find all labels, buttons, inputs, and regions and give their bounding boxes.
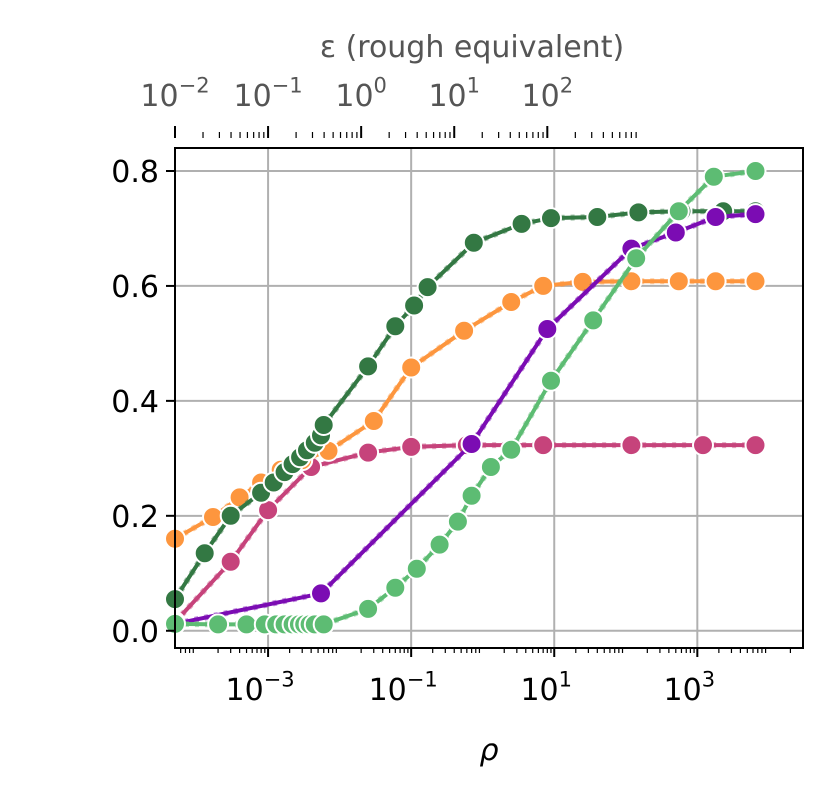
- y-tick-label: 0.4: [111, 385, 159, 420]
- data-point: [571, 270, 594, 293]
- top-tick-label: 10−1: [233, 74, 302, 115]
- data-point: [704, 270, 727, 293]
- data-point: [500, 291, 523, 313]
- data-point: [400, 435, 423, 458]
- data-point: [540, 369, 562, 392]
- x-axis-label: ρ: [479, 733, 498, 768]
- top-tick-label: 100: [335, 74, 387, 115]
- data-point: [219, 550, 242, 573]
- axis-layer: 10−3 10−1 101 103 0.0 0.2 0.4 0.6 0.8 10−2 10−1 100…: [111, 74, 792, 709]
- data-point: [428, 533, 451, 556]
- data-point: [510, 212, 533, 235]
- series-line-dotted: [172, 208, 756, 601]
- data-point: [586, 206, 609, 228]
- data-point: [625, 247, 648, 270]
- plot-frame: [174, 147, 804, 649]
- data-point: [446, 510, 469, 533]
- data-point: [312, 613, 335, 636]
- data-point: [667, 270, 690, 293]
- data-point: [207, 613, 230, 636]
- data-point: [362, 410, 385, 432]
- series-layer: [164, 160, 767, 636]
- data-point: [744, 160, 767, 182]
- data-point: [702, 165, 725, 188]
- x-tick-label: 10−1: [369, 668, 438, 709]
- data-point: [540, 207, 562, 230]
- data-point: [620, 434, 643, 457]
- data-point: [667, 200, 690, 223]
- series-line: [173, 209, 756, 601]
- data-point: [536, 318, 559, 340]
- data-point: [384, 576, 407, 599]
- top-tick-label: 102: [522, 74, 574, 115]
- data-point: [357, 355, 380, 378]
- data-point: [532, 274, 555, 297]
- series-4: [164, 160, 767, 636]
- data-point: [704, 206, 727, 228]
- top-tick-label: 10−2: [140, 74, 209, 115]
- data-point: [462, 231, 485, 254]
- data-point: [692, 434, 714, 457]
- series-2: [164, 200, 767, 611]
- data-point: [235, 613, 258, 636]
- y-tick-label: 0.8: [111, 155, 159, 190]
- data-point: [384, 315, 407, 338]
- data-point: [405, 557, 428, 580]
- x-tick-label: 10−3: [225, 668, 294, 709]
- data-point: [744, 270, 767, 293]
- top-axis-label: ε (rough equivalent): [320, 30, 624, 65]
- data-point: [500, 438, 523, 461]
- top-tick-label: 101: [428, 74, 480, 115]
- data-point: [744, 434, 767, 457]
- x-tick-label: 103: [664, 668, 716, 709]
- y-tick-label: 0.6: [111, 270, 159, 305]
- data-point: [453, 319, 476, 342]
- x-tick-label: 101: [520, 668, 572, 709]
- data-point: [744, 203, 767, 226]
- data-point: [400, 356, 423, 379]
- data-point: [357, 597, 380, 620]
- series-line-dotted: [174, 211, 756, 627]
- data-point: [582, 309, 605, 332]
- data-point: [416, 276, 439, 299]
- data-point: [532, 434, 555, 457]
- data-point: [664, 221, 687, 244]
- series-3: [164, 203, 767, 635]
- series-0: [164, 434, 767, 634]
- data-point: [312, 414, 335, 436]
- data-point: [403, 294, 426, 317]
- data-point: [310, 582, 332, 605]
- data-point: [460, 484, 483, 507]
- y-tick-label: 0.0: [111, 615, 159, 650]
- data-point: [460, 433, 483, 455]
- series-line: [174, 212, 756, 626]
- data-point: [219, 504, 242, 527]
- data-point: [193, 542, 216, 565]
- data-point: [627, 201, 650, 224]
- data-point: [479, 456, 502, 478]
- data-point: [357, 441, 380, 464]
- y-tick-label: 0.2: [111, 500, 159, 535]
